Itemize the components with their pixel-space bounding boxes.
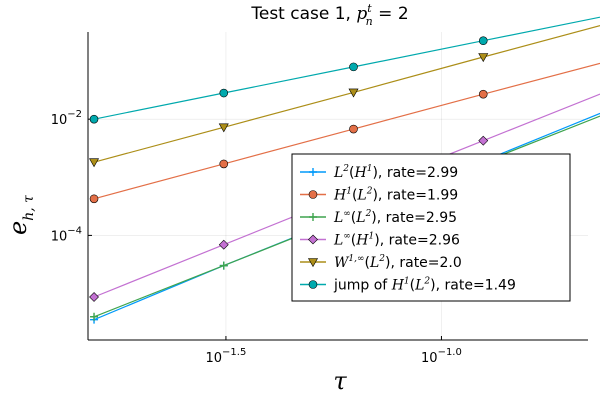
- legend-label-5: jump of H1(L2), rate=1.49: [333, 277, 516, 294]
- series-line-4: [93, 24, 600, 163]
- x-tick-label-1: 10−1.0: [421, 347, 462, 366]
- chart-title-text: Test case 1,: [250, 4, 351, 24]
- legend-label-4: W1,∞(L2), rate=2.0: [334, 254, 462, 271]
- legend-swatch-marker-2: [309, 213, 317, 221]
- series-1-point-3: [478, 89, 488, 99]
- y-tick-label-0: 10−2: [51, 109, 82, 128]
- legend: L2(H1), rate=2.99 H1(L2), rate=1.99 L∞(L2)…: [291, 153, 571, 302]
- series-2-point-0: [90, 312, 99, 321]
- series-5-point-1: [219, 88, 229, 98]
- chart-title-math-base: p: [356, 4, 367, 24]
- legend-swatch-marker-3: [308, 234, 318, 245]
- legend-swatch-marker-4: [307, 258, 319, 268]
- series-4-point-1: [218, 123, 229, 133]
- axes-layer: [87, 32, 588, 341]
- y-axis-label-base: e: [4, 221, 32, 235]
- series-4-point-2: [348, 88, 359, 98]
- chart-title-rest: = 2: [373, 4, 409, 24]
- legend-label-3: L∞(H1), rate=2.96: [333, 232, 460, 249]
- legend-item-4: W1,∞(L2), rate=2.0: [300, 254, 462, 271]
- legend-item-2: L∞(L2), rate=2.95: [300, 209, 457, 226]
- series-1-point-1: [219, 159, 229, 169]
- svg-text:eh, τ: eh, τ: [4, 195, 37, 235]
- y-tick-label-1: 10−4: [51, 225, 82, 244]
- x-axis-label: τ: [333, 367, 347, 395]
- series-5-point-2: [349, 62, 358, 72]
- series-1-point-2: [349, 124, 358, 134]
- legend-swatch-marker-5: [308, 280, 318, 289]
- legend-box: [291, 153, 571, 302]
- series-4-point-3: [478, 53, 489, 63]
- series-3-point-3: [478, 135, 489, 146]
- series-4: [89, 24, 600, 168]
- series-1: [89, 62, 600, 204]
- y-axis-label: eh, τ: [4, 195, 37, 235]
- series-line-5: [93, 16, 600, 120]
- legend-swatch-marker-1: [308, 190, 318, 199]
- legend-item-3: L∞(H1), rate=2.96: [300, 232, 460, 249]
- series-5-point-0: [89, 114, 99, 124]
- legend-item-0: L2(H1), rate=2.99: [300, 164, 458, 181]
- chart-title: Test case 1, pt n = 2: [250, 2, 408, 28]
- legend-label-2: L∞(L2), rate=2.95: [333, 209, 457, 226]
- legend-swatch-marker-0: [309, 168, 317, 176]
- series-5: [89, 16, 600, 124]
- ticks-layer: 10−1.5 10−1.0 10−2 10−4: [51, 109, 462, 366]
- chart-title-math-sup: t: [367, 2, 372, 15]
- series-5-point-3: [478, 36, 488, 46]
- legend-label-1: H1(L2), rate=1.99: [333, 187, 458, 204]
- series-1-point-0: [89, 194, 99, 204]
- legend-item-5: jump of H1(L2), rate=1.49: [300, 277, 516, 294]
- series-4-point-0: [89, 158, 100, 168]
- series-3-point-0: [89, 292, 99, 302]
- x-tick-label-0: 10−1.5: [206, 347, 247, 366]
- legend-item-1: H1(L2), rate=1.99: [300, 187, 458, 204]
- series-3-point-1: [218, 239, 229, 250]
- chart-title-math-sub: n: [366, 15, 373, 28]
- series-2-point-1: [219, 261, 228, 270]
- y-axis-label-sub: h, τ: [21, 195, 37, 221]
- legend-label-0: L2(H1), rate=2.99: [333, 164, 458, 181]
